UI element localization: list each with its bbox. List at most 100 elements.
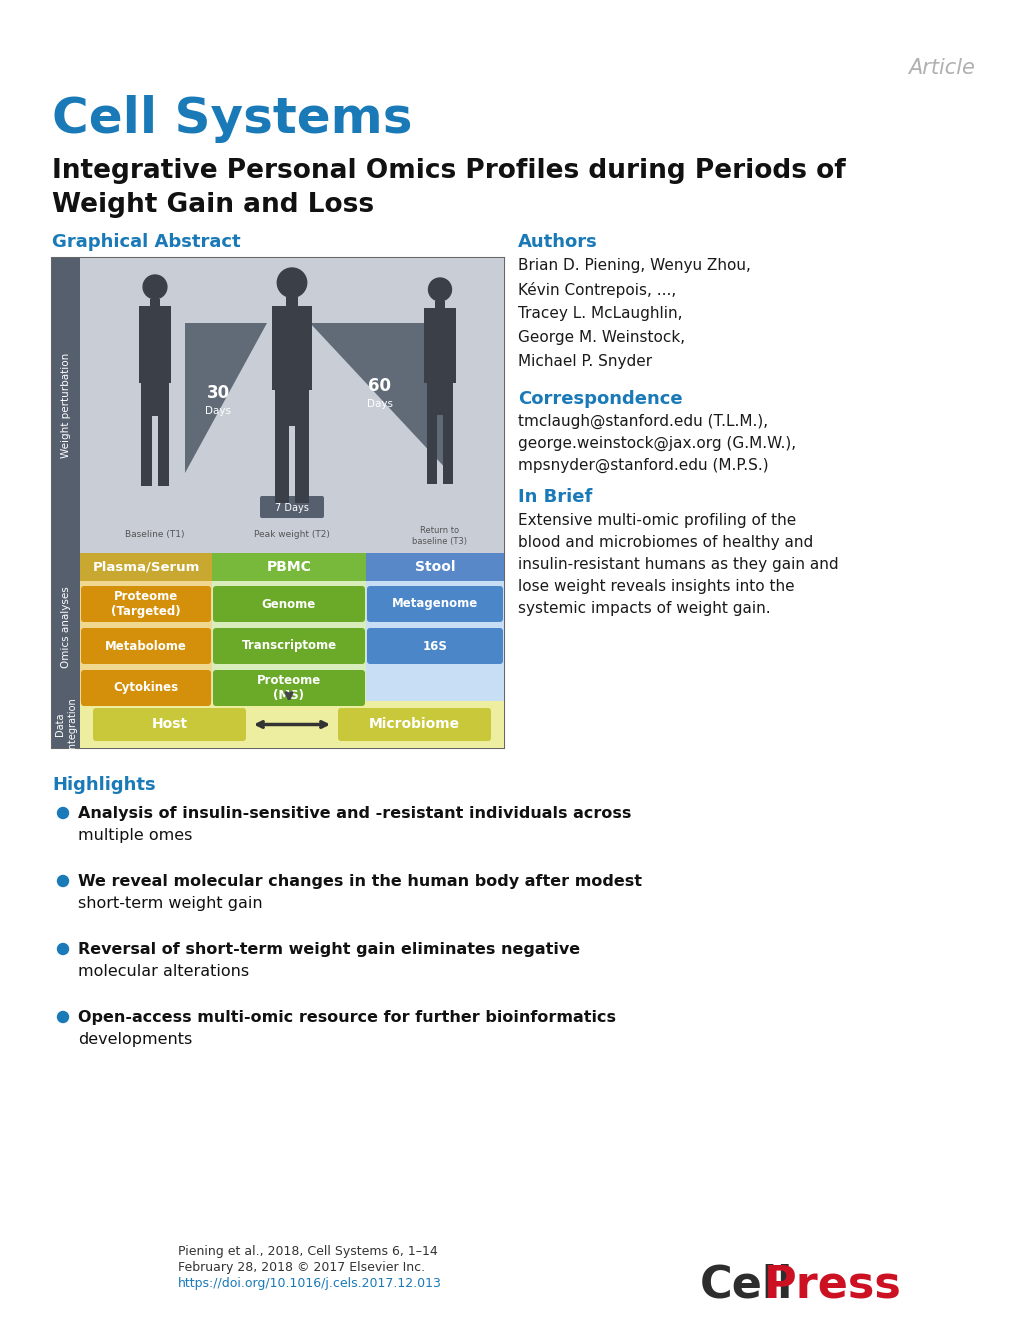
FancyBboxPatch shape: [142, 383, 168, 416]
FancyBboxPatch shape: [81, 587, 211, 622]
Text: Weight Gain and Loss: Weight Gain and Loss: [52, 192, 374, 218]
Text: Cell: Cell: [699, 1263, 793, 1305]
FancyBboxPatch shape: [272, 306, 312, 389]
Text: Article: Article: [907, 58, 974, 78]
FancyBboxPatch shape: [79, 553, 212, 581]
Text: Michael P. Snyder: Michael P. Snyder: [518, 354, 651, 369]
Text: Data
integration: Data integration: [55, 698, 77, 752]
Text: Omics analyses: Omics analyses: [61, 587, 71, 667]
Circle shape: [57, 808, 68, 818]
Text: Kévin Contrepois, ...,: Kévin Contrepois, ...,: [518, 282, 676, 298]
FancyBboxPatch shape: [275, 389, 309, 426]
Text: Extensive multi-omic profiling of the: Extensive multi-omic profiling of the: [518, 512, 796, 528]
Circle shape: [57, 875, 68, 887]
Text: Plasma/Serum: Plasma/Serum: [93, 560, 200, 573]
Text: Graphical Abstract: Graphical Abstract: [52, 233, 240, 252]
FancyBboxPatch shape: [337, 708, 490, 741]
Text: blood and microbiomes of healthy and: blood and microbiomes of healthy and: [518, 535, 812, 549]
FancyBboxPatch shape: [275, 426, 288, 503]
Text: mpsnyder@stanford.edu (M.P.S.): mpsnyder@stanford.edu (M.P.S.): [518, 458, 768, 473]
Text: multiple omes: multiple omes: [77, 828, 193, 843]
Circle shape: [277, 267, 307, 298]
Text: molecular alterations: molecular alterations: [77, 964, 249, 978]
FancyBboxPatch shape: [366, 553, 503, 581]
Text: Analysis of insulin-sensitive and -resistant individuals across: Analysis of insulin-sensitive and -resis…: [77, 806, 631, 821]
Polygon shape: [310, 323, 449, 473]
FancyBboxPatch shape: [158, 416, 168, 486]
Circle shape: [57, 1012, 68, 1022]
Text: 7 Days: 7 Days: [275, 503, 309, 512]
FancyBboxPatch shape: [142, 416, 152, 486]
FancyBboxPatch shape: [79, 258, 503, 553]
Text: George M. Weinstock,: George M. Weinstock,: [518, 330, 685, 346]
FancyBboxPatch shape: [426, 383, 452, 414]
Circle shape: [57, 944, 68, 955]
Text: Cytokines: Cytokines: [113, 682, 178, 695]
Text: Host: Host: [151, 718, 187, 731]
FancyBboxPatch shape: [212, 553, 366, 748]
Text: Open-access multi-omic resource for further bioinformatics: Open-access multi-omic resource for furt…: [77, 1010, 615, 1025]
Text: short-term weight gain: short-term weight gain: [77, 896, 262, 911]
Text: lose weight reveals insights into the: lose weight reveals insights into the: [518, 579, 794, 594]
Text: Tracey L. McLaughlin,: Tracey L. McLaughlin,: [518, 306, 682, 320]
Text: Baseline (T1): Baseline (T1): [125, 530, 184, 539]
FancyBboxPatch shape: [442, 414, 452, 483]
Text: 60: 60: [368, 377, 391, 395]
Text: 16S: 16S: [422, 639, 447, 653]
Text: Metabolome: Metabolome: [105, 639, 186, 653]
Text: Days: Days: [367, 399, 392, 409]
Text: Integrative Personal Omics Profiles during Periods of: Integrative Personal Omics Profiles duri…: [52, 158, 845, 184]
Text: Correspondence: Correspondence: [518, 391, 682, 408]
FancyBboxPatch shape: [81, 628, 211, 665]
Text: developments: developments: [77, 1031, 192, 1047]
Text: Press: Press: [763, 1263, 901, 1305]
FancyBboxPatch shape: [213, 628, 365, 665]
FancyBboxPatch shape: [52, 700, 79, 748]
FancyBboxPatch shape: [139, 306, 171, 383]
Text: Metagenome: Metagenome: [391, 597, 478, 610]
Text: systemic impacts of weight gain.: systemic impacts of weight gain.: [518, 601, 770, 616]
FancyBboxPatch shape: [367, 628, 502, 665]
FancyBboxPatch shape: [367, 587, 502, 622]
FancyBboxPatch shape: [79, 553, 212, 748]
FancyBboxPatch shape: [81, 670, 211, 706]
FancyBboxPatch shape: [426, 414, 437, 483]
FancyBboxPatch shape: [212, 553, 366, 581]
Text: In Brief: In Brief: [518, 489, 592, 506]
FancyBboxPatch shape: [150, 299, 160, 306]
FancyBboxPatch shape: [93, 708, 246, 741]
Text: insulin-resistant humans as they gain and: insulin-resistant humans as they gain an…: [518, 557, 838, 572]
FancyBboxPatch shape: [285, 298, 298, 306]
Text: Brian D. Piening, Wenyu Zhou,: Brian D. Piening, Wenyu Zhou,: [518, 258, 750, 273]
Text: February 28, 2018 © 2017 Elsevier Inc.: February 28, 2018 © 2017 Elsevier Inc.: [178, 1260, 425, 1274]
Text: Reversal of short-term weight gain eliminates negative: Reversal of short-term weight gain elimi…: [77, 941, 580, 957]
Text: https://doi.org/10.1016/j.cels.2017.12.013: https://doi.org/10.1016/j.cels.2017.12.0…: [178, 1278, 441, 1290]
FancyBboxPatch shape: [424, 307, 455, 383]
FancyBboxPatch shape: [52, 258, 79, 748]
Text: Microbiome: Microbiome: [369, 718, 460, 731]
FancyBboxPatch shape: [366, 553, 503, 700]
FancyBboxPatch shape: [296, 426, 309, 503]
Polygon shape: [184, 323, 267, 473]
FancyBboxPatch shape: [52, 258, 503, 748]
Text: Cell Systems: Cell Systems: [52, 95, 412, 143]
FancyBboxPatch shape: [213, 587, 365, 622]
Text: Proteome
(MS): Proteome (MS): [257, 674, 321, 703]
Text: Peak weight (T2): Peak weight (T2): [254, 530, 329, 539]
Text: Highlights: Highlights: [52, 776, 156, 794]
FancyBboxPatch shape: [79, 700, 503, 748]
Text: tmclaugh@stanford.edu (T.L.M.),: tmclaugh@stanford.edu (T.L.M.),: [518, 414, 767, 429]
Text: 30: 30: [206, 384, 229, 402]
Text: george.weinstock@jax.org (G.M.W.),: george.weinstock@jax.org (G.M.W.),: [518, 436, 796, 451]
Text: Piening et al., 2018, Cell Systems 6, 1–14: Piening et al., 2018, Cell Systems 6, 1–…: [178, 1245, 437, 1258]
Text: Weight perturbation: Weight perturbation: [61, 354, 71, 458]
FancyBboxPatch shape: [52, 553, 79, 700]
Circle shape: [143, 275, 167, 299]
FancyBboxPatch shape: [260, 496, 324, 518]
Text: Transcriptome: Transcriptome: [242, 639, 336, 653]
FancyBboxPatch shape: [435, 301, 444, 307]
Text: Stool: Stool: [415, 560, 454, 575]
Text: Proteome
(Targeted): Proteome (Targeted): [111, 589, 180, 618]
Circle shape: [428, 278, 451, 301]
Text: Genome: Genome: [262, 597, 316, 610]
